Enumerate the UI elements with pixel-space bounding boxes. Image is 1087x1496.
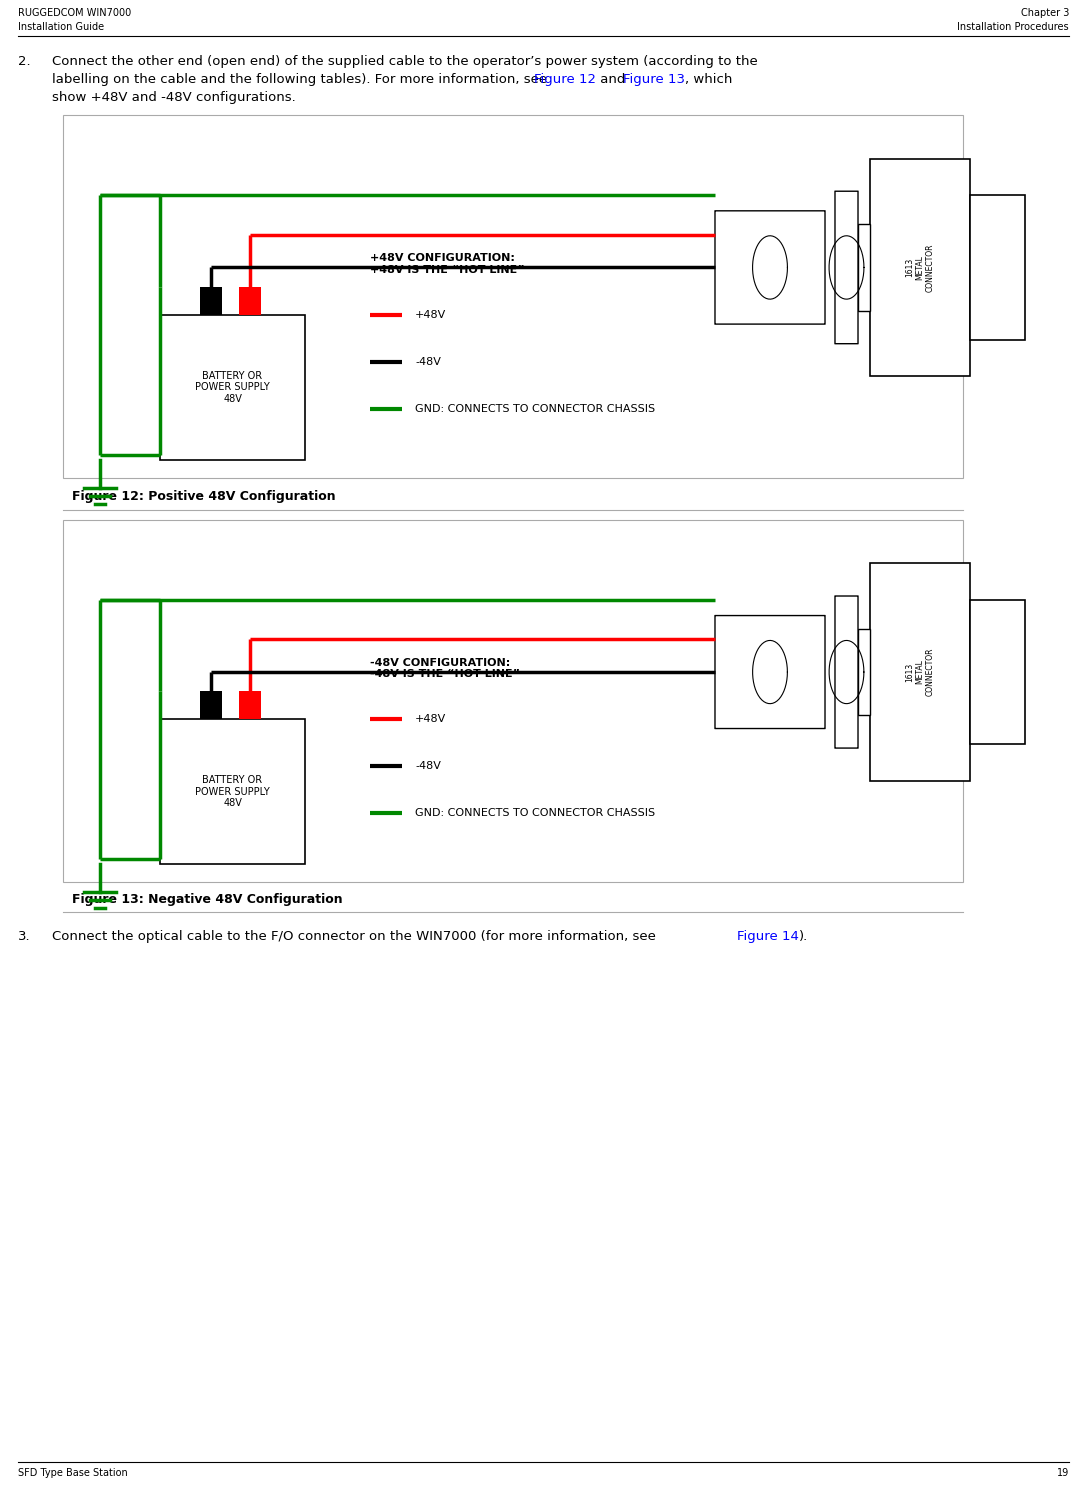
Text: Chapter 3: Chapter 3 — [1021, 7, 1069, 18]
Text: Installation Procedures: Installation Procedures — [958, 22, 1069, 31]
Text: 1613
METAL
CONNECTOR: 1613 METAL CONNECTOR — [905, 648, 935, 696]
Bar — [970, 600, 1025, 745]
Text: GND: CONNECTS TO CONNECTOR CHASSIS: GND: CONNECTS TO CONNECTOR CHASSIS — [415, 404, 655, 414]
Bar — [858, 224, 870, 311]
Text: Figure 13: Figure 13 — [623, 73, 685, 85]
FancyBboxPatch shape — [835, 595, 858, 748]
Text: SFD Type Base Station: SFD Type Base Station — [18, 1468, 128, 1478]
Bar — [200, 287, 222, 314]
Text: +48V: +48V — [415, 714, 447, 724]
Text: BATTERY OR
POWER SUPPLY
48V: BATTERY OR POWER SUPPLY 48V — [196, 775, 270, 808]
Text: , which: , which — [685, 73, 733, 85]
Text: Figure 12: Positive 48V Configuration: Figure 12: Positive 48V Configuration — [72, 491, 336, 503]
Bar — [160, 720, 305, 865]
Text: -48V: -48V — [415, 761, 441, 770]
Bar — [870, 564, 970, 781]
Text: BATTERY OR
POWER SUPPLY
48V: BATTERY OR POWER SUPPLY 48V — [196, 371, 270, 404]
Text: 19: 19 — [1057, 1468, 1069, 1478]
FancyBboxPatch shape — [835, 191, 858, 344]
Bar — [858, 628, 870, 715]
Text: Connect the optical cable to the F/O connector on the WIN7000 (for more informat: Connect the optical cable to the F/O con… — [52, 931, 660, 942]
FancyBboxPatch shape — [715, 211, 825, 325]
Text: RUGGEDCOM WIN7000: RUGGEDCOM WIN7000 — [18, 7, 132, 18]
Bar — [160, 314, 305, 459]
Bar — [870, 159, 970, 377]
Text: GND: CONNECTS TO CONNECTOR CHASSIS: GND: CONNECTS TO CONNECTOR CHASSIS — [415, 808, 655, 818]
Bar — [970, 194, 1025, 340]
Bar — [63, 521, 963, 883]
Text: Figure 14: Figure 14 — [737, 931, 799, 942]
Bar — [239, 287, 261, 314]
Text: labelling on the cable and the following tables). For more information, see: labelling on the cable and the following… — [52, 73, 551, 85]
Text: -48V: -48V — [415, 358, 441, 367]
Text: +48V: +48V — [415, 310, 447, 320]
FancyBboxPatch shape — [715, 615, 825, 729]
Bar — [239, 691, 261, 720]
Bar — [200, 691, 222, 720]
Text: Figure 12: Figure 12 — [534, 73, 596, 85]
Text: ).: ). — [799, 931, 809, 942]
Text: -48V CONFIGURATION:
-48V IS THE “HOT LINE”: -48V CONFIGURATION: -48V IS THE “HOT LIN… — [370, 658, 520, 679]
Text: show +48V and -48V configurations.: show +48V and -48V configurations. — [52, 91, 296, 105]
Text: 3.: 3. — [18, 931, 30, 942]
Text: Installation Guide: Installation Guide — [18, 22, 104, 31]
Text: +48V CONFIGURATION:
+48V IS THE “HOT LINE”: +48V CONFIGURATION: +48V IS THE “HOT LIN… — [370, 253, 525, 275]
Text: Connect the other end (open end) of the supplied cable to the operator’s power s: Connect the other end (open end) of the … — [52, 55, 758, 67]
Text: Figure 13: Negative 48V Configuration: Figure 13: Negative 48V Configuration — [72, 893, 342, 907]
Text: 2.: 2. — [18, 55, 30, 67]
Text: 1613
METAL
CONNECTOR: 1613 METAL CONNECTOR — [905, 244, 935, 292]
Text: and: and — [596, 73, 629, 85]
Bar — [63, 115, 963, 479]
